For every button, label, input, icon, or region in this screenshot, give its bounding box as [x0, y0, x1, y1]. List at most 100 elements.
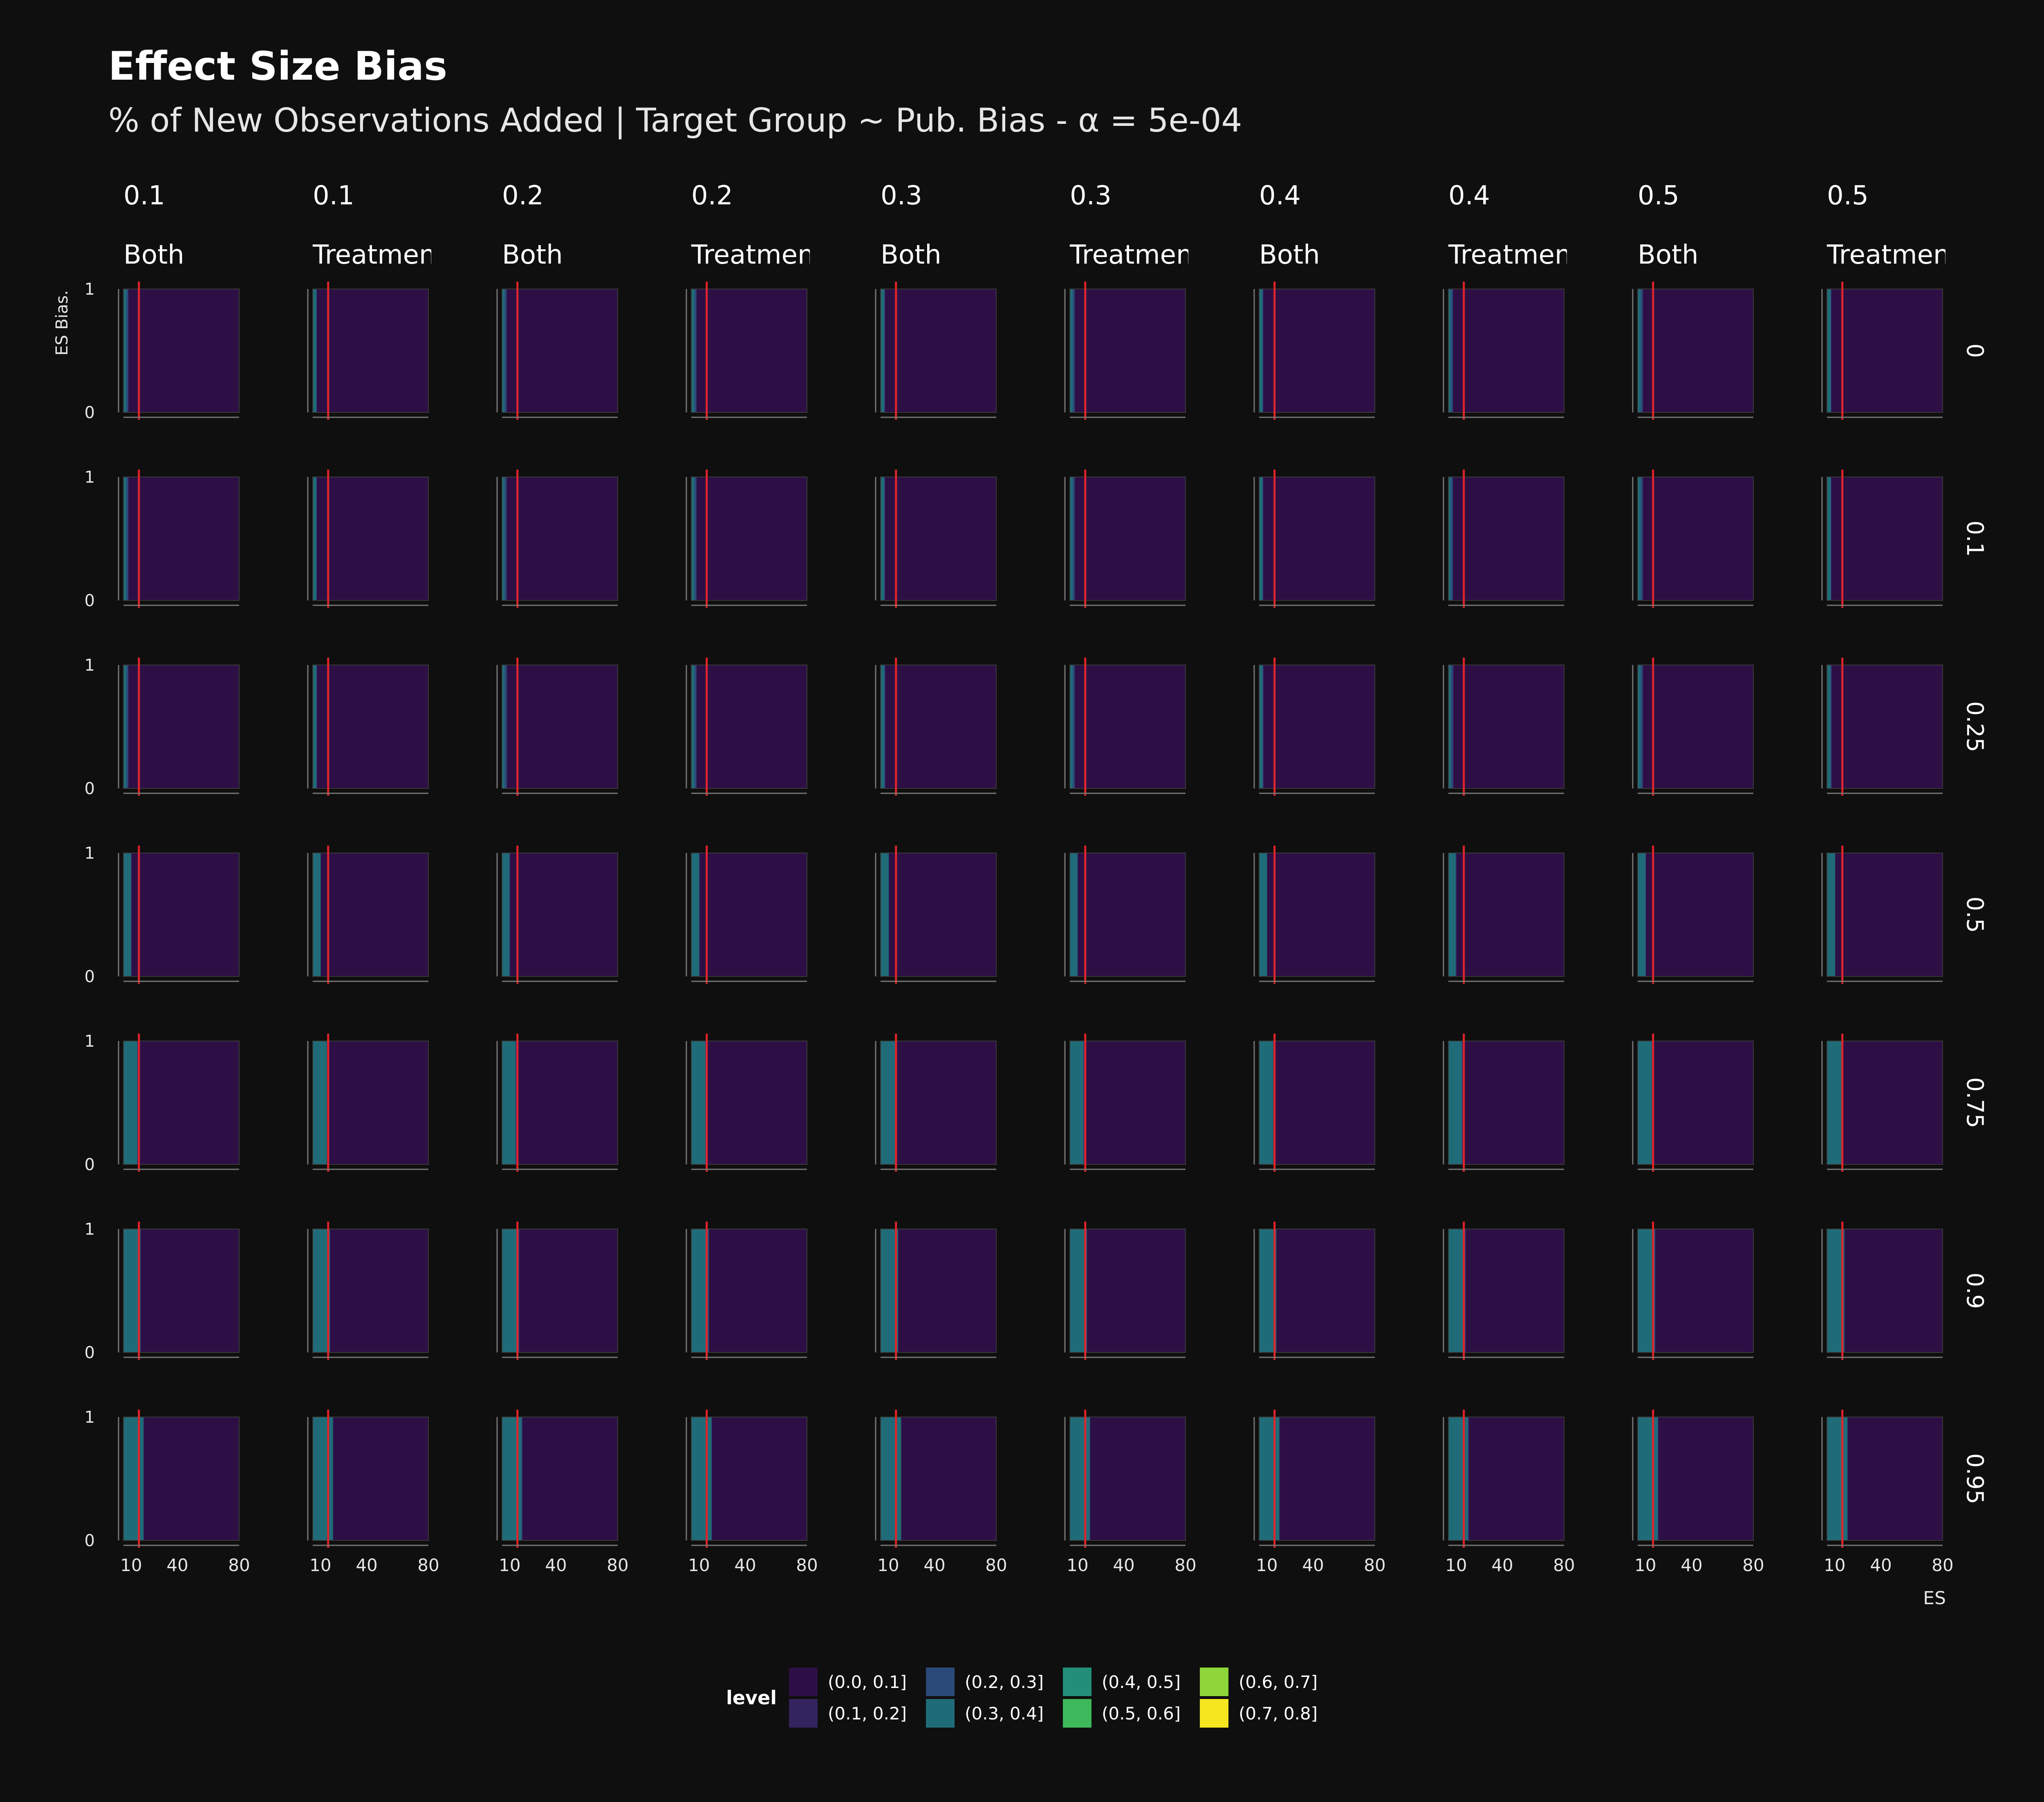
level-band-0 [1259, 1041, 1375, 1164]
facet-panel [1632, 658, 1754, 796]
facet-panel [1821, 1034, 1943, 1172]
level-band-0 [1448, 1229, 1564, 1352]
facet-panel [307, 282, 429, 420]
level-band-0 [502, 665, 618, 788]
level-band-0 [1259, 665, 1375, 788]
x-tick-label: 10 [1634, 1555, 1656, 1575]
panel-border [1069, 853, 1186, 977]
facet-panel [307, 846, 429, 984]
facet-panel [118, 1222, 240, 1360]
x-tick-label: 10 [877, 1555, 899, 1575]
panel-border [1069, 1229, 1186, 1353]
level-band-3 [123, 665, 126, 788]
level-band-0 [1638, 665, 1753, 788]
level-band-0 [1638, 1041, 1753, 1164]
row-facet-label: 0.1 [1961, 520, 1988, 557]
x-tick-label: 40 [166, 1555, 188, 1575]
column-value-label: 0.3 [881, 181, 922, 211]
facet-panel [118, 282, 240, 420]
facet-panel [1064, 1034, 1186, 1172]
facet-panel [1064, 282, 1186, 420]
panel-border [1259, 1417, 1375, 1541]
column-group-label: Treatment [1448, 240, 1582, 270]
level-band-3 [881, 665, 884, 788]
x-tick-label: 10 [1256, 1555, 1278, 1575]
level-band-3 [691, 289, 695, 412]
level-band-3 [881, 477, 884, 600]
column-group-label: Treatment [1827, 240, 1960, 270]
panel-border [880, 289, 997, 413]
level-band-3 [1638, 853, 1645, 976]
x-tick-label: 80 [1742, 1555, 1764, 1575]
facet-panel: 10 40 80 [1443, 1410, 1575, 1575]
level-band-0 [1638, 853, 1753, 976]
facet-panel [1253, 282, 1375, 420]
facet-panel [1064, 658, 1186, 796]
level-band-0 [123, 665, 239, 788]
level-band-0 [1259, 853, 1375, 976]
facet-panel: 10 40 80 [875, 1410, 1007, 1575]
level-band-0 [881, 477, 996, 600]
level-band-0 [691, 477, 807, 600]
level-band-3 [1448, 477, 1451, 600]
facet-panel [118, 470, 240, 608]
level-band-3 [1070, 1041, 1084, 1164]
facet-panel [875, 1222, 997, 1360]
column-value-label: 0.1 [313, 181, 354, 211]
level-band-3 [1259, 1229, 1277, 1352]
facet-panel [1632, 470, 1754, 608]
facet-panel [1064, 1222, 1186, 1360]
y-tick-label: 1 [85, 1220, 95, 1239]
x-tick-label: 40 [1870, 1555, 1892, 1575]
facet-panel [875, 282, 997, 420]
column-group-label: Both [502, 240, 563, 270]
facet-panel: 10 40 80 [686, 1410, 818, 1575]
facet-panel: 10 40 80 [1253, 1410, 1386, 1575]
level-band-3 [691, 1041, 705, 1164]
level-band-0 [123, 477, 239, 600]
panel-border [123, 477, 240, 601]
column-group-label: Treatment [312, 240, 446, 270]
column-group-label: Both [881, 240, 941, 270]
row-facet-label: 0.25 [1961, 701, 1988, 752]
panel-border [502, 1229, 618, 1353]
x-tick-label: 10 [688, 1555, 710, 1575]
level-band-3 [502, 665, 505, 788]
panel-border [1827, 1229, 1943, 1353]
facet-panel [875, 1034, 997, 1172]
level-band-3 [1070, 477, 1073, 600]
x-tick-label: 40 [1491, 1555, 1513, 1575]
level-band-0 [1070, 477, 1186, 600]
level-band-0 [502, 853, 618, 976]
panel-border [1259, 289, 1375, 413]
facet-panel [496, 1222, 618, 1360]
panel-border [1637, 853, 1754, 977]
panel-border [123, 1229, 240, 1353]
legend: level (0.0, 0.1] (0.1, 0.2] (0.2, 0.3] (0.3… [726, 1668, 1318, 1728]
legend-entry-label: (0.7, 0.8] [1239, 1704, 1318, 1724]
facet-panel [1064, 470, 1186, 608]
panel-border [880, 665, 997, 789]
facet-panel [1632, 1222, 1754, 1360]
level-band-3 [1638, 477, 1641, 600]
level-band-0 [1827, 1229, 1943, 1352]
facet-grid: 0.1 Both 0.1 Treatment 0.2 Both 0.2 Treatment 0.… [85, 181, 1988, 1575]
level-band-3 [1259, 1417, 1280, 1540]
level-band-0 [1070, 1229, 1186, 1352]
level-band-0 [691, 665, 807, 788]
column-value-label: 0.1 [123, 181, 165, 211]
facet-panel [1253, 658, 1375, 796]
column-group-label: Treatment [1069, 240, 1203, 270]
facet-panel [1064, 846, 1186, 984]
panel-border [312, 1229, 429, 1353]
x-tick-label: 10 [1445, 1555, 1467, 1575]
x-tick-label: 40 [356, 1555, 377, 1575]
panel-border [502, 665, 618, 789]
panel-border [312, 1041, 429, 1165]
level-band-3 [1638, 289, 1641, 412]
level-band-3 [691, 477, 695, 600]
panel-border [1827, 1041, 1943, 1165]
panel-border [312, 1417, 429, 1541]
level-band-3 [123, 1041, 137, 1164]
